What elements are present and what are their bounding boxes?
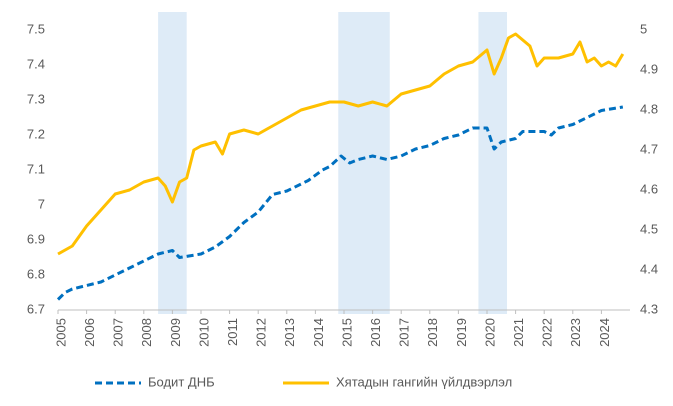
y-tick-label: 6.8 <box>27 266 45 281</box>
y-tick-label: 7.1 <box>27 161 45 176</box>
x-tick-label: 2016 <box>368 318 383 347</box>
x-tick-label: 2006 <box>82 318 97 347</box>
shaded-period <box>478 12 508 314</box>
x-tick-label: 2022 <box>540 318 555 347</box>
y2-tick-label: 4.7 <box>640 141 658 156</box>
y2-tick-label: 4.8 <box>640 101 658 116</box>
series-line <box>57 32 625 256</box>
y2-tick-label: 5 <box>640 21 647 36</box>
x-tick-label: 2017 <box>397 318 412 347</box>
y2-tick-label: 4.3 <box>640 301 658 316</box>
x-tick-label: 2021 <box>511 318 526 347</box>
x-tick-label: 2014 <box>311 318 326 347</box>
y2-tick-label: 4.4 <box>640 261 658 276</box>
legend-label: Бодит ДНБ <box>148 374 215 389</box>
y-tick-label: 7 <box>38 196 45 211</box>
x-tick-label: 2013 <box>282 318 297 347</box>
x-tick-label: 2019 <box>454 318 469 347</box>
x-tick-label: 2024 <box>597 318 612 347</box>
y2-tick-label: 4.6 <box>640 181 658 196</box>
y-tick-label: 7.4 <box>27 56 45 71</box>
shaded-period <box>338 12 390 314</box>
x-tick-label: 2010 <box>196 318 211 347</box>
y-tick-label: 7.2 <box>27 126 45 141</box>
x-tick-label: 2012 <box>254 318 269 347</box>
y2-tick-label: 4.9 <box>640 61 658 76</box>
x-tick-label: 2008 <box>139 318 154 347</box>
series-line <box>56 105 624 301</box>
legend-label: Хятадын гангийн үйлдвэрлэл <box>336 374 512 389</box>
x-tick-label: 2005 <box>53 318 68 347</box>
y2-tick-label: 4.5 <box>640 221 658 236</box>
x-tick-label: 2007 <box>111 318 126 347</box>
y-tick-label: 7.3 <box>27 91 45 106</box>
x-tick-label: 2015 <box>339 318 354 347</box>
y-tick-label: 7.5 <box>27 21 45 36</box>
y-tick-label: 6.7 <box>27 301 45 316</box>
x-tick-label: 2023 <box>568 318 583 347</box>
shaded-period <box>158 12 187 314</box>
x-tick-label: 2009 <box>168 318 183 347</box>
x-tick-label: 2020 <box>482 318 497 347</box>
x-tick-label: 2011 <box>225 318 240 346</box>
y-tick-label: 6.9 <box>27 231 45 246</box>
x-tick-label: 2018 <box>425 318 440 347</box>
